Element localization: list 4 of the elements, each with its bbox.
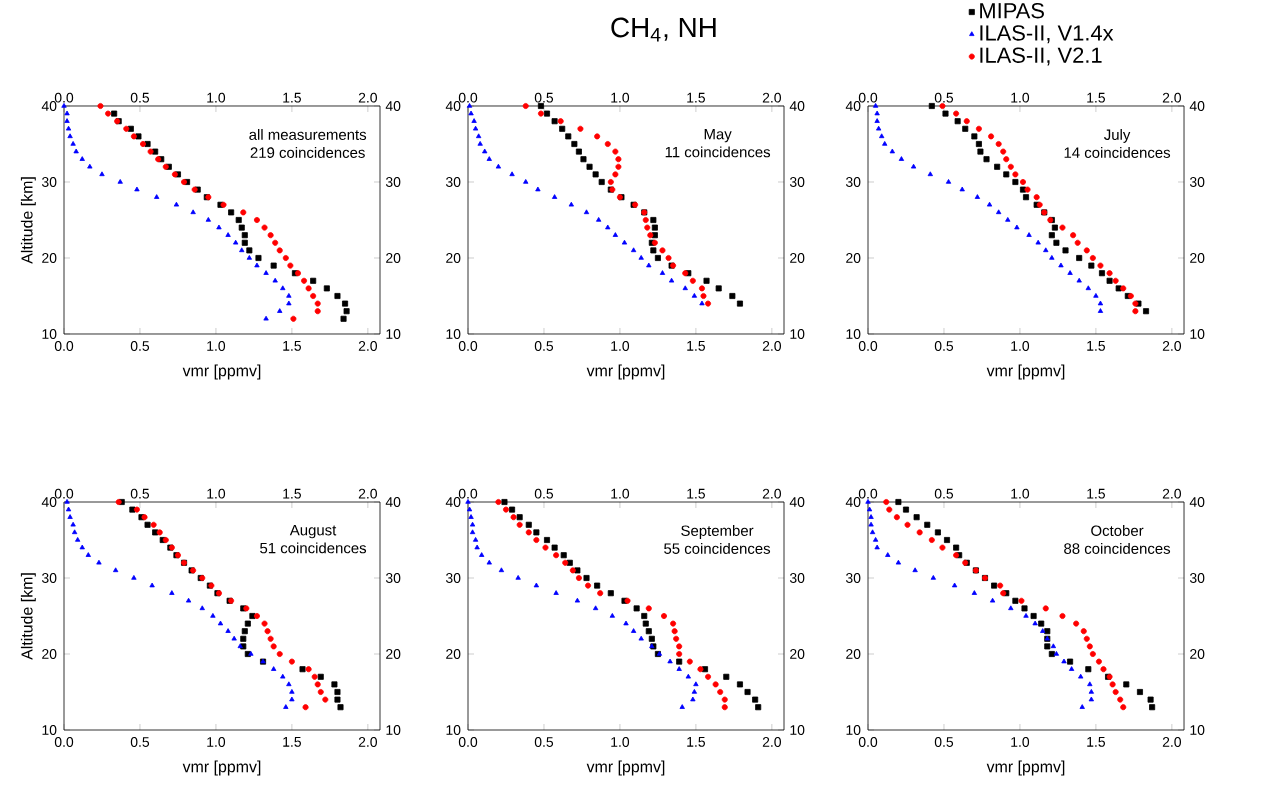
chart-title: CH$_{4}$, NH — [611, 17, 716, 42]
legend-label: ILAS-II, V2.1 — [980, 47, 1102, 66]
legend-label: ILAS-II, V1.4x — [980, 25, 1114, 44]
legend-label: MIPAS — [980, 2, 1044, 19]
